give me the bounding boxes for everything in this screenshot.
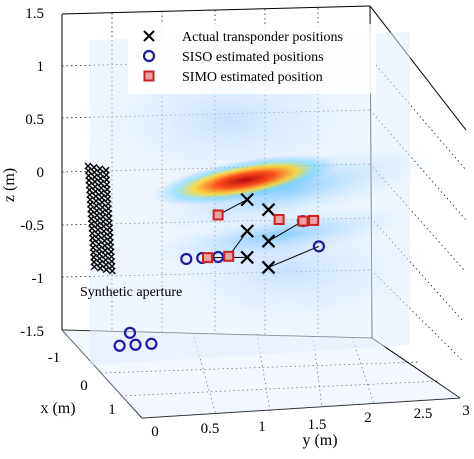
x-axis-label: x (m)	[40, 400, 75, 417]
heatmap-slices	[60, 32, 460, 418]
aperture-element	[102, 266, 110, 274]
siso-estimate-mark	[129, 338, 142, 351]
z-tick-label: -1.5	[20, 324, 44, 340]
legend-marker-square	[143, 70, 155, 82]
actual-position-mark	[240, 224, 254, 238]
simo-estimate-mark	[273, 214, 285, 226]
legend-label-siso: SISO estimated positions	[182, 50, 324, 65]
simo-estimate-mark	[202, 252, 213, 264]
simo-estimate-mark	[297, 215, 309, 227]
siso-estimate-mark	[113, 339, 126, 352]
actual-position-mark	[240, 192, 254, 207]
synthetic-aperture-label: Synthetic aperture	[80, 285, 182, 300]
x-tick-label: 0	[80, 378, 88, 394]
aperture-element	[90, 263, 98, 271]
z-tick-label: 1	[37, 59, 45, 75]
legend-box	[128, 24, 376, 94]
siso-estimate-mark	[180, 252, 193, 266]
y-axis-label: y (m)	[302, 432, 337, 449]
legend-label-simo: SIMO estimated position	[182, 70, 323, 85]
legend-label-actual: Actual transponder positions	[182, 30, 343, 45]
synthetic-aperture	[84, 162, 116, 275]
legend: Actual transponder positions SISO estima…	[128, 24, 376, 94]
z-axis-label: z (m)	[1, 168, 18, 202]
y-tick-label: 1.5	[308, 417, 327, 433]
z-tick-label: 0	[37, 165, 45, 181]
heatmap-slice-floor	[60, 330, 460, 418]
y-tick-label: 2	[364, 410, 372, 426]
actual-position-mark	[240, 250, 254, 265]
legend-marker-x	[143, 30, 155, 42]
y-tick-label: 3	[462, 403, 470, 419]
siso-estimate-mark	[212, 250, 225, 264]
z-tick-label: -1	[32, 271, 45, 287]
tick-labels: 1.510.50-0.5-1-1.50 0.5 1 1.5 2 2.5 3-101	[20, 6, 470, 440]
actual-position-mark	[261, 260, 276, 275]
connector-line	[268, 245, 320, 268]
y-tick-label: 0	[151, 424, 159, 440]
z-tick-label: 1.5	[25, 6, 44, 22]
actual-position-mark	[261, 234, 276, 248]
y-tick-label: 1	[258, 419, 266, 435]
x-tick-label: -1	[48, 350, 61, 366]
simo-estimate-mark	[223, 250, 235, 262]
y-tick-label: 2.5	[414, 406, 433, 422]
x-tick-label: 1	[108, 402, 116, 418]
aperture-element	[108, 267, 116, 275]
z-tick-label: -0.5	[20, 218, 44, 234]
aperture-element	[96, 264, 104, 272]
heatmap-hotspot	[151, 154, 339, 206]
connector-line	[268, 220, 304, 242]
siso-estimate-mark	[145, 337, 158, 350]
y-tick-label: 0.5	[201, 421, 220, 437]
siso-estimate-mark	[312, 240, 325, 253]
simo-estimate-mark	[308, 214, 320, 226]
z-tick-label: 0.5	[25, 112, 44, 128]
simo-estimate-mark	[212, 209, 224, 221]
siso-estimate-mark	[123, 326, 137, 339]
actual-position-mark	[261, 202, 276, 217]
data-marks	[113, 192, 325, 352]
legend-marker-circle	[142, 49, 156, 63]
